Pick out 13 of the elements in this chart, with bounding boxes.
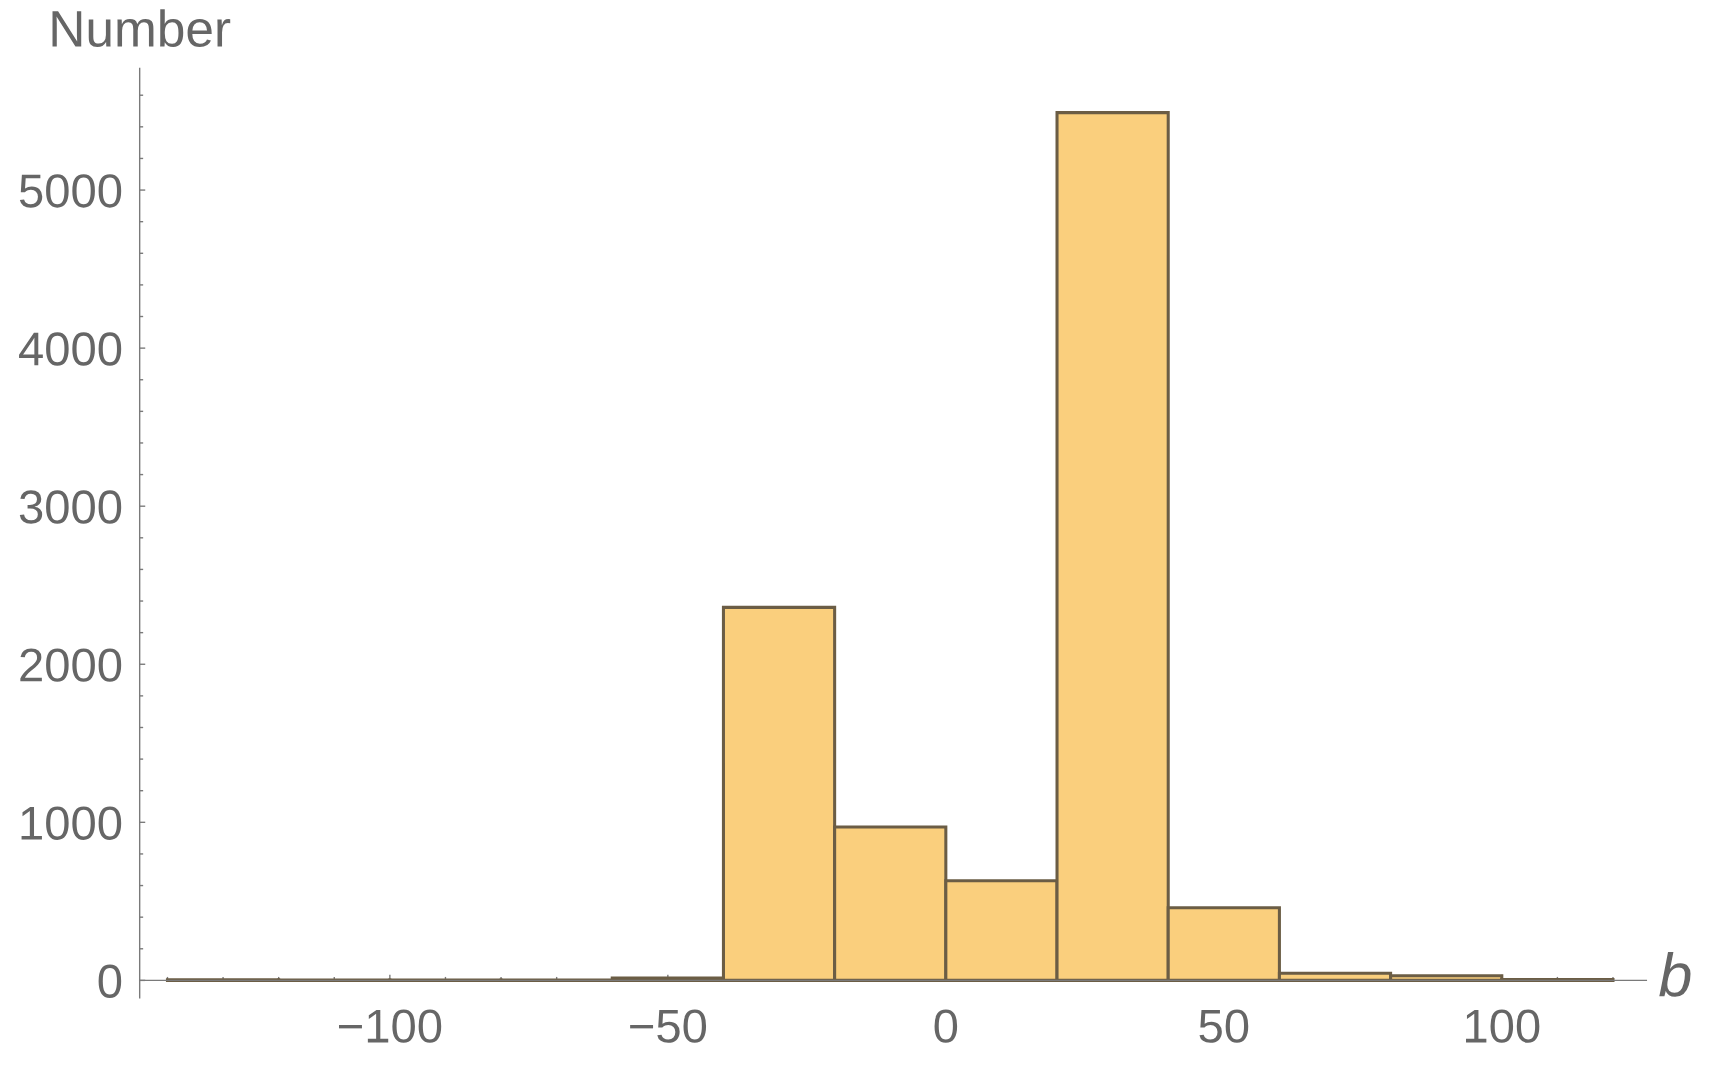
y-tick-label: 4000 xyxy=(19,332,122,366)
y-axis-title: Number xyxy=(52,9,231,48)
y-tick-label: 0 xyxy=(98,964,122,998)
x-tick-label: 0 xyxy=(934,1009,958,1043)
x-tick-label: 100 xyxy=(1466,1009,1540,1043)
x-tick-label: 50 xyxy=(1199,1009,1249,1043)
x-axis-title: b xyxy=(1659,951,1691,997)
x-tick-label: −100 xyxy=(339,1009,442,1043)
x-tick-label: −50 xyxy=(630,1009,707,1043)
y-tick-label: 3000 xyxy=(19,490,122,524)
y-tick-label: 1000 xyxy=(21,806,122,840)
y-tick-label: 5000 xyxy=(19,174,122,208)
y-tick-label: 2000 xyxy=(20,648,122,682)
